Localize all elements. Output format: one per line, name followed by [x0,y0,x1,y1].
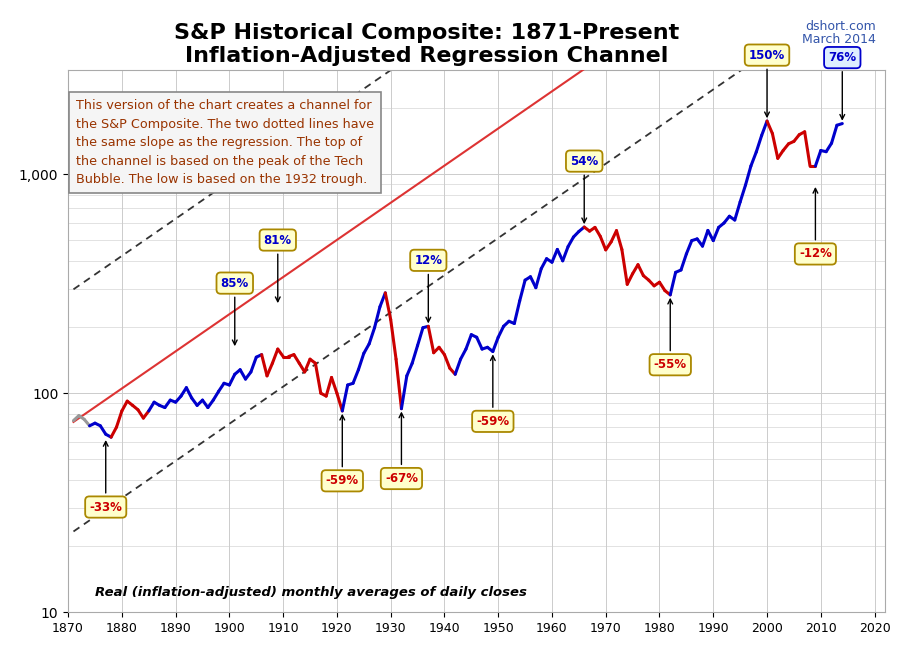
Text: S&P Historical Composite: 1871-Present: S&P Historical Composite: 1871-Present [174,23,679,43]
Text: Real (inflation-adjusted) monthly averages of daily closes: Real (inflation-adjusted) monthly averag… [95,586,527,599]
Text: dshort.com: dshort.com [805,20,876,33]
Text: This version of the chart creates a channel for
the S&P Composite. The two dotte: This version of the chart creates a chan… [76,99,374,186]
Text: 150%: 150% [749,48,785,117]
Text: -55%: -55% [654,299,686,371]
Text: Inflation-Adjusted Regression Channel: Inflation-Adjusted Regression Channel [185,46,668,66]
Text: -33%: -33% [89,442,123,514]
Text: March 2014: March 2014 [803,33,876,46]
Text: 81%: 81% [263,234,291,302]
Text: 54%: 54% [570,155,598,222]
Text: 85%: 85% [221,277,249,345]
Text: -67%: -67% [385,413,418,485]
Text: 76%: 76% [828,51,856,119]
Text: -12%: -12% [799,189,832,260]
Text: -59%: -59% [477,356,509,428]
Text: -59%: -59% [326,415,359,487]
Text: 12%: 12% [414,254,442,322]
